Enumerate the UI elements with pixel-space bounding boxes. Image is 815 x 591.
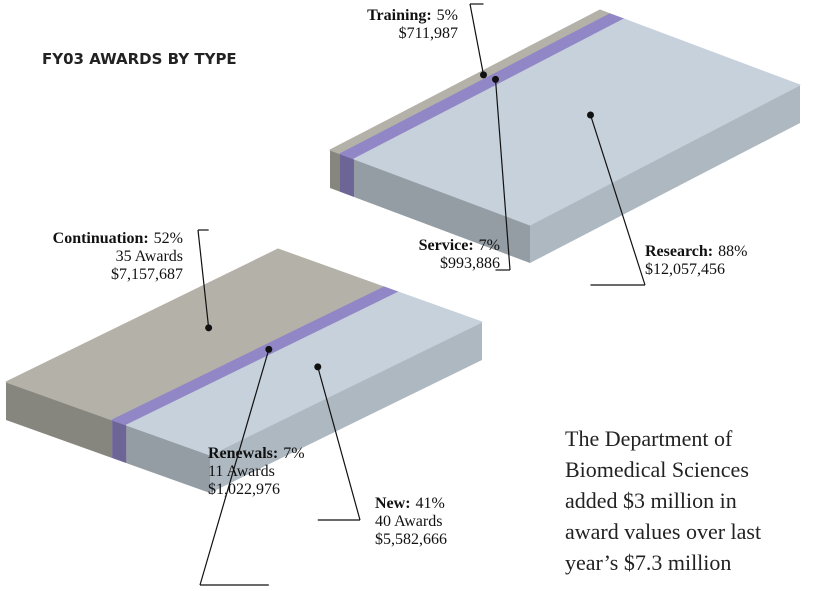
chart-title: FY03 AWARDS BY TYPE [42,50,237,68]
leader-dot [205,324,213,332]
leader-line [469,3,485,75]
slab-segment [353,18,801,226]
slab-side [6,382,113,458]
leader-line [317,366,361,521]
leader-dot [492,75,499,83]
slab-side [112,420,127,464]
category-name: Research: [645,243,713,260]
leader-line [199,349,270,586]
amount: $711,987 [399,25,458,42]
slab [5,248,483,493]
segment-label: Service: 7% [419,237,500,254]
category-name: New: [375,495,411,512]
body-line: year’s $7.3 million [565,550,731,575]
segment-label: New: 41% [375,495,445,512]
slab-side [210,322,482,493]
value-label: 5% [437,7,458,24]
leader-dot [587,111,594,119]
award-count: 35 Awards [116,248,183,265]
slab-side [530,85,800,263]
amount: $12,057,456 [645,261,725,278]
value-label: 7% [479,237,500,254]
leader-dot [265,345,273,353]
body-line: added $3 million in [565,488,737,513]
slab-segment [125,291,483,456]
award-count: 11 Awards [208,463,275,480]
leader-line [589,114,646,286]
leader-dot [480,71,487,79]
body-line: Biomedical Sciences [565,457,749,482]
value-label: 52% [154,230,183,247]
value-label: 7% [283,445,304,462]
category-name: Service: [419,237,474,254]
amount: $1,022,976 [208,481,280,498]
category-name: Continuation: [53,230,149,247]
segment-label: Continuation: 52% [53,230,183,247]
amount: $993,886 [440,255,500,272]
body-line: The Department of [565,426,733,451]
award-count: 40 Awards [375,513,442,530]
slab-side [330,150,340,192]
amount: $5,582,666 [375,531,447,548]
slab-side [126,425,210,493]
leader-dot [314,363,322,371]
segment-label: Training: 5% [367,7,458,24]
category-name: Training: [367,7,432,24]
value-label: 41% [416,495,445,512]
value-label: 88% [718,243,747,260]
segment-label: Renewals: 7% [208,445,305,462]
slab-side [340,153,354,197]
leader-line [197,229,210,328]
slab [329,9,801,263]
segment-label: Research: 88% [645,243,747,260]
leader-line [494,79,511,271]
slab-side [354,159,530,263]
category-name: Renewals: [208,445,278,462]
body-text: The Department of Biomedical Sciences adde… [565,426,761,575]
body-line: award values over last [565,519,761,544]
amount: $7,157,687 [111,266,183,283]
